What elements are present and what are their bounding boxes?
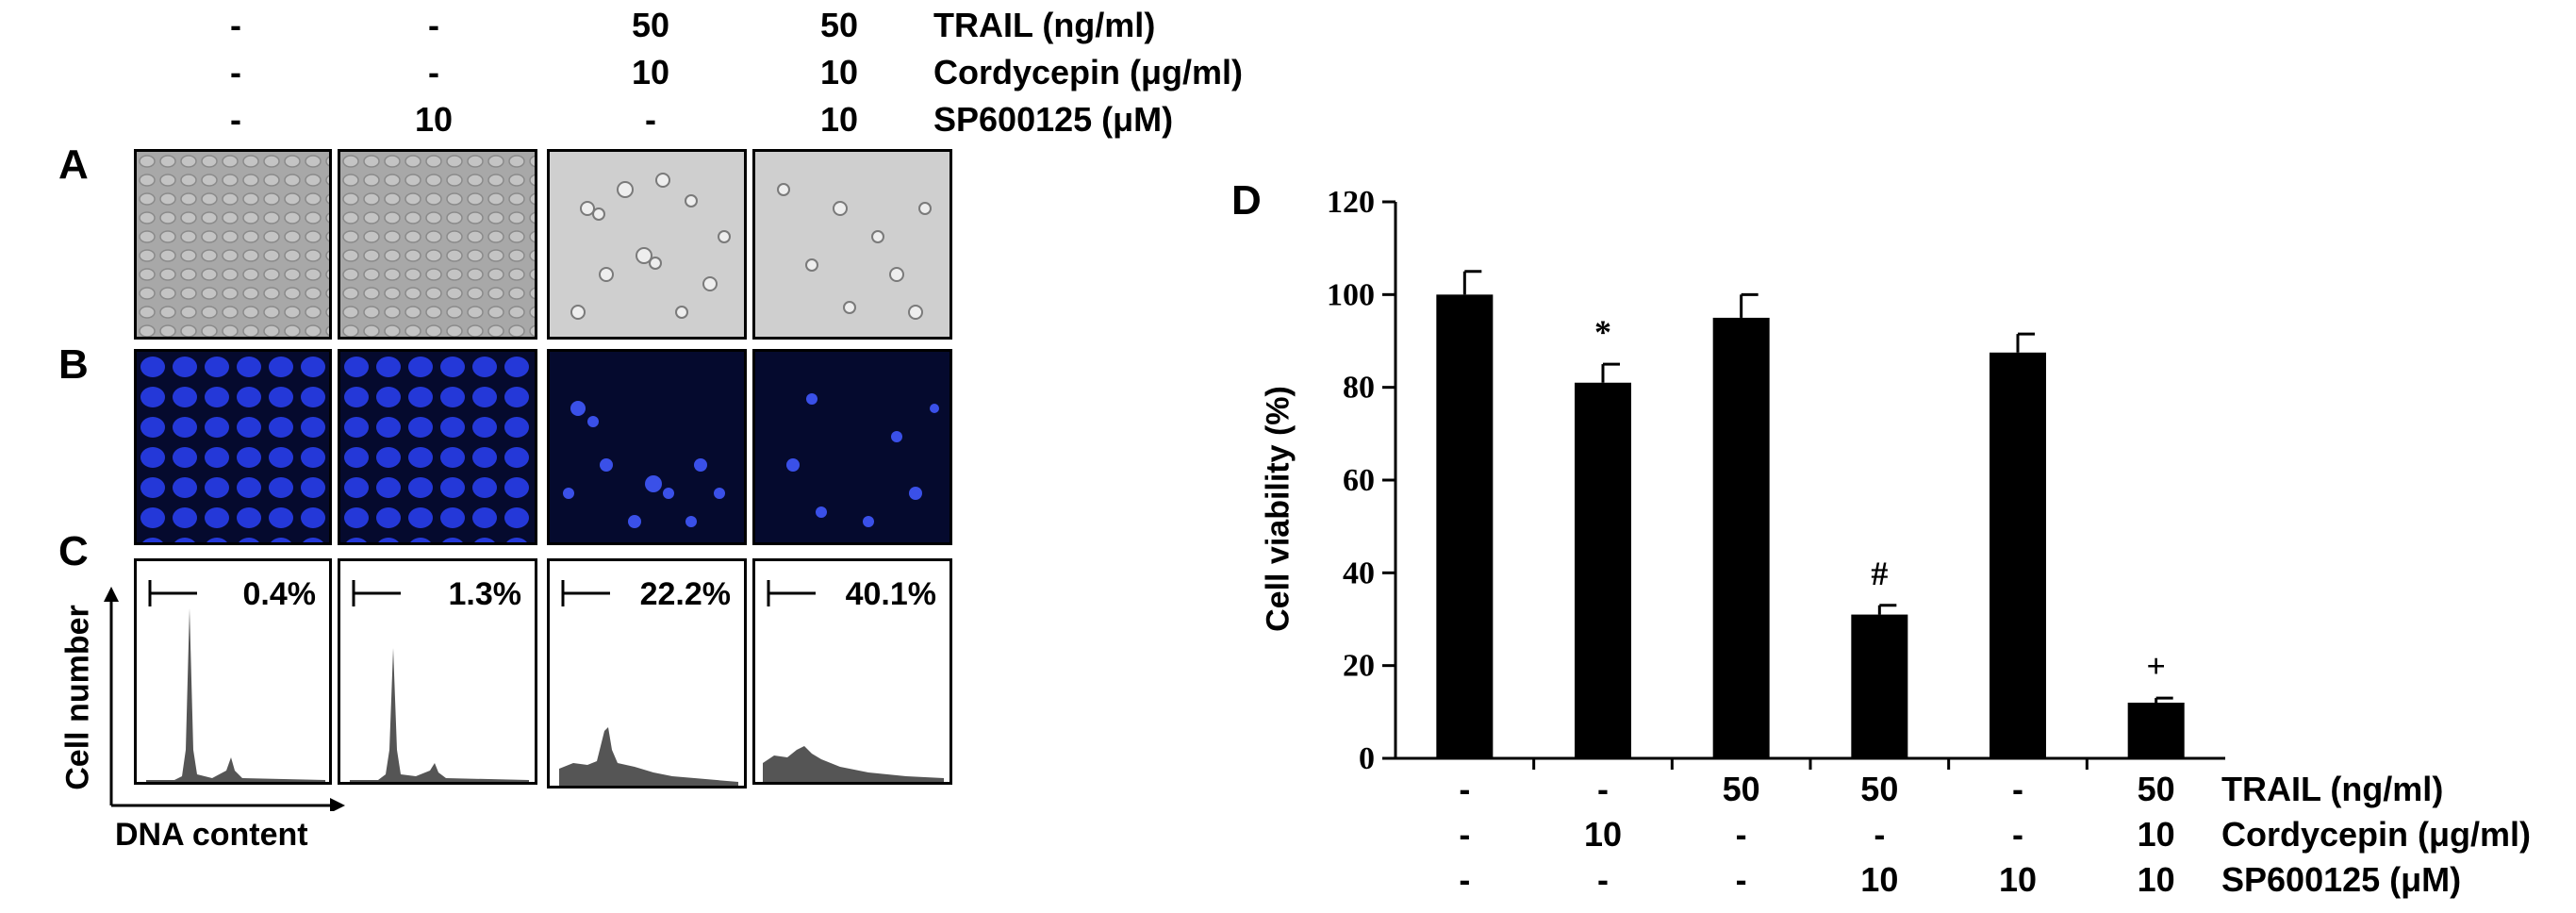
microscopy-dapi-1 [134, 349, 332, 545]
microscopy-bright-1 [134, 149, 332, 340]
panel-label-a: A [58, 141, 89, 188]
gate-marker [767, 580, 816, 606]
microscopy-dapi-3 [547, 349, 747, 545]
panel-label-c: C [58, 528, 89, 574]
y-tick-label: 80 [1343, 371, 1375, 406]
histogram-plot [146, 580, 325, 782]
treatment-cell: - [1459, 860, 1471, 899]
histogram-x-axis-label: DNA content [115, 817, 308, 853]
significance-marker: * [1594, 313, 1611, 351]
bar-chart: 0 20 40 60 80 100 120 * # + [1327, 185, 2225, 776]
fragmented-nuclei [563, 401, 725, 528]
histogram-y-axis-label: Cell number [59, 605, 96, 790]
treatment-cell: - [1735, 860, 1747, 899]
y-tick-label: 0 [1359, 741, 1375, 776]
dead-cell-clumps [777, 183, 932, 320]
treatment-cell: - [1597, 770, 1609, 808]
treatment-cell: - [1735, 815, 1747, 854]
histogram-axes [104, 587, 345, 811]
header-trail-col3: 50 [631, 6, 670, 44]
y-tick-label: 120 [1327, 185, 1375, 220]
treatment-cell: - [1597, 860, 1609, 899]
nuclei-texture [340, 352, 535, 542]
gate-marker [561, 580, 610, 606]
dead-cell-clumps [570, 173, 731, 320]
gate-marker [148, 580, 197, 606]
header-trail-col1: - [230, 6, 241, 44]
significance-marker: + [2146, 647, 2166, 685]
microscopy-bright-2 [338, 149, 537, 340]
gate-marker [352, 580, 401, 606]
treatment-cell: 50 [1860, 770, 1899, 808]
panel-label-d: D [1231, 177, 1262, 224]
header-sp600125-col3: - [645, 100, 656, 139]
treatment-cell: 10 [1860, 860, 1899, 899]
bar [2127, 703, 2185, 758]
treatment-sp600125-label: SP600125 (μM) [2221, 860, 2462, 899]
treatment-cell: 50 [1722, 770, 1760, 808]
cell-texture [340, 152, 535, 337]
treatment-cell: - [1459, 770, 1471, 808]
treatment-cell: 10 [2137, 860, 2175, 899]
treatment-cell: - [2012, 770, 2023, 808]
dna-histogram-4: 40.1% [752, 558, 952, 785]
header-sp600125-label: SP600125 (μM) [933, 100, 1174, 139]
treatment-cell: 10 [2137, 815, 2175, 854]
header-trail-col2: - [428, 6, 439, 44]
header-cordycepin-col4: 10 [819, 53, 859, 91]
histogram-plot [559, 580, 738, 786]
bar [1436, 294, 1494, 758]
cell-texture [137, 152, 329, 337]
bar [1851, 614, 1908, 758]
header-sp600125-col4: 10 [819, 100, 859, 139]
treatment-cell: - [1459, 815, 1471, 854]
treatment-cell: 10 [1998, 860, 2038, 899]
y-tick-label: 20 [1343, 649, 1375, 684]
header-cordycepin-col1: - [230, 53, 241, 91]
treatment-cell: - [2012, 815, 2023, 854]
microscopy-bright-3 [547, 149, 747, 340]
header-cordycepin-label: Cordycepin (μg/ml) [933, 53, 1244, 91]
y-tick-label: 40 [1343, 556, 1375, 590]
y-tick-label: 60 [1343, 463, 1375, 498]
header-trail-col4: 50 [819, 6, 859, 44]
histogram-plot [350, 580, 529, 782]
header-trail-label: TRAIL (ng/ml) [933, 6, 1156, 44]
dna-histogram-1: 0.4% [134, 558, 332, 785]
treatment-cell: 50 [2137, 770, 2175, 808]
apoptosis-percentage: 1.3% [448, 576, 522, 612]
apoptosis-percentage: 0.4% [242, 576, 317, 612]
apoptosis-percentage: 22.2% [639, 576, 731, 612]
header-sp600125-col2: 10 [414, 100, 454, 139]
dna-histogram-3: 22.2% [547, 558, 747, 788]
nuclei-texture [137, 352, 329, 542]
apoptosis-percentage: 40.1% [845, 576, 936, 612]
panel-label-b: B [58, 341, 89, 388]
histogram-plot [763, 580, 944, 782]
dna-histogram-2: 1.3% [338, 558, 537, 785]
header-sp600125-col1: - [230, 100, 241, 139]
fragmented-nuclei [786, 393, 939, 527]
microscopy-bright-4 [752, 149, 952, 340]
bar [1990, 352, 2046, 758]
y-arrow-icon [104, 587, 119, 602]
microscopy-dapi-4 [752, 349, 952, 545]
x-arrow-icon [330, 798, 345, 811]
treatment-trail-label: TRAIL (ng/ml) [2221, 770, 2444, 808]
treatment-cell: 10 [1583, 815, 1623, 854]
header-cordycepin-col2: - [428, 53, 439, 91]
header-cordycepin-col3: 10 [631, 53, 670, 91]
significance-marker: # [1871, 555, 1888, 592]
microscopy-dapi-2 [338, 349, 537, 545]
y-tick-label: 100 [1327, 277, 1375, 312]
treatment-cordycepin-label: Cordycepin (μg/ml) [2221, 815, 2532, 854]
bar [1712, 317, 1770, 758]
bar [1575, 382, 1631, 758]
treatment-cell: - [1874, 815, 1886, 854]
